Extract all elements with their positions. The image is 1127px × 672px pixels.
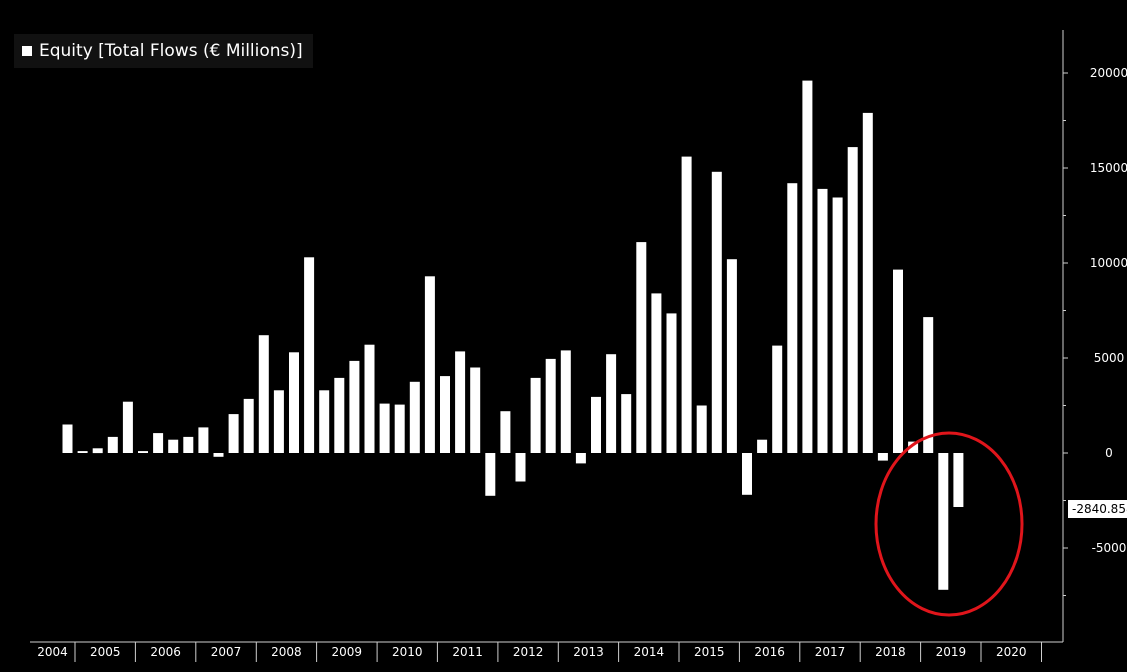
legend: Equity [Total Flows (€ Millions)] (14, 34, 313, 68)
x-tick-label: 2019 (936, 645, 967, 659)
y-axis: 20000 15000 10000 5000 0 -5000 (1062, 30, 1127, 642)
bar (726, 259, 737, 453)
x-tick-label: 2011 (452, 645, 483, 659)
y-tick-label: 5000 (1094, 351, 1125, 365)
bar (122, 401, 133, 453)
bar (273, 390, 284, 453)
y-tick-label: 15000 (1090, 161, 1127, 175)
bar (591, 396, 601, 453)
bar (923, 317, 934, 453)
x-tick-label: 2005 (90, 645, 121, 659)
highlight-circle (874, 431, 1024, 617)
bar (817, 188, 828, 453)
bar (742, 453, 752, 495)
bars-group (62, 80, 964, 590)
bar (183, 436, 194, 453)
bar (832, 197, 843, 453)
y-tick-label: 0 (1105, 446, 1113, 460)
bar (560, 350, 571, 453)
bar (757, 439, 768, 453)
bar (847, 147, 858, 453)
x-tick-label: 2010 (392, 645, 423, 659)
bar (470, 367, 481, 453)
bar (92, 448, 103, 454)
last-value-tag: -2840.858 (1068, 500, 1127, 518)
x-tick-label: 2006 (150, 645, 181, 659)
bar (575, 453, 586, 464)
bar (379, 403, 390, 453)
bar (938, 453, 949, 590)
y-tick-label: 20000 (1090, 66, 1127, 80)
x-tick-label: 2017 (815, 645, 846, 659)
bar (168, 439, 179, 453)
bar (953, 453, 964, 507)
bar (258, 335, 269, 453)
bar (304, 257, 315, 453)
x-tick-label: 2012 (513, 645, 544, 659)
bar (455, 351, 466, 453)
legend-swatch (22, 46, 32, 56)
bar (198, 427, 209, 453)
bar (319, 390, 330, 453)
bar (666, 313, 677, 453)
legend-label: Equity [Total Flows (€ Millions)] (39, 41, 303, 61)
x-tick-label: 2008 (271, 645, 302, 659)
bar (893, 269, 903, 453)
bar (515, 453, 526, 482)
bar (349, 360, 360, 453)
bar (485, 453, 496, 496)
bar (228, 414, 239, 453)
bar (364, 344, 375, 453)
bar (424, 276, 435, 453)
bar (62, 424, 73, 453)
bar (334, 377, 345, 453)
x-axis: 2004 2005 2006 2007 2008 2009 2010 2011 2012 2013… (30, 641, 1063, 662)
bar (681, 156, 692, 453)
y-tick-label: -5000 (1092, 541, 1127, 555)
x-tick-label: 2013 (573, 645, 604, 659)
x-tick-label: 2018 (875, 645, 906, 659)
bar (772, 345, 783, 453)
bar (862, 112, 873, 454)
bar (802, 80, 813, 453)
x-tick-label: 2016 (754, 645, 785, 659)
bar (545, 358, 556, 453)
bar (289, 352, 299, 453)
bar (500, 411, 511, 453)
bar (908, 441, 919, 453)
bar (243, 398, 254, 453)
y-tick-label: 10000 (1090, 256, 1127, 270)
bar (409, 381, 420, 454)
bar (440, 376, 450, 453)
x-tick-label: 2014 (634, 645, 665, 659)
bar (621, 394, 632, 453)
bar (77, 451, 88, 453)
bar (711, 171, 722, 454)
bar (153, 433, 164, 453)
bar (636, 242, 647, 453)
x-tick-label: 2015 (694, 645, 725, 659)
x-tick-label: 2007 (211, 645, 242, 659)
bar (877, 453, 888, 461)
bar (651, 293, 662, 453)
bar (530, 377, 541, 453)
x-tick-label: 2004 (37, 645, 68, 659)
bar (394, 404, 405, 453)
bar (696, 405, 707, 453)
bar (213, 453, 224, 457)
bar (606, 354, 617, 453)
x-tick-label: 2020 (996, 645, 1027, 659)
bar (138, 451, 148, 453)
bar (787, 183, 798, 453)
bar (107, 436, 118, 453)
x-tick-label: 2009 (332, 645, 363, 659)
